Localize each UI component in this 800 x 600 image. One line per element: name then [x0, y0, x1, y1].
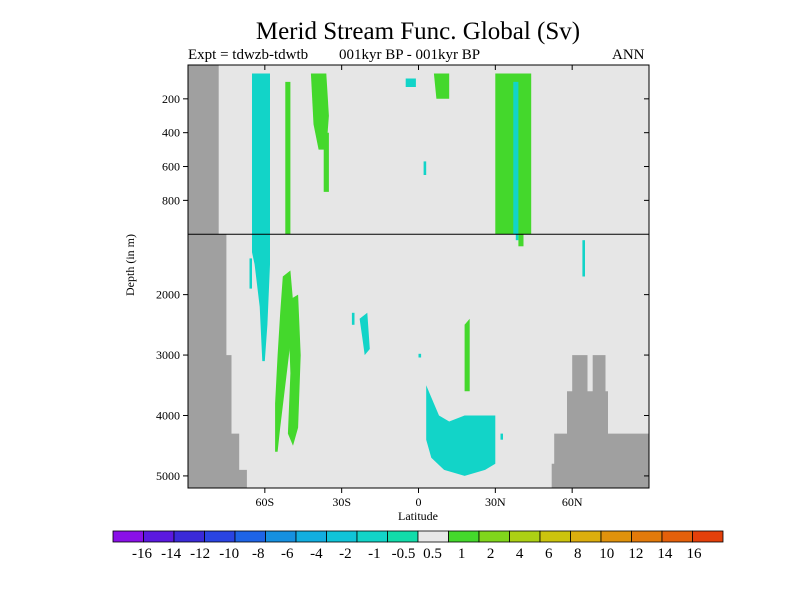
colorbar-label: 0.5 [423, 546, 442, 562]
region-arctic-spot [582, 240, 585, 277]
region-eq-mid-patch [423, 161, 427, 175]
region-so-patch-west [249, 258, 252, 289]
colorbar-label: 6 [545, 546, 553, 562]
colorbar-label: 12 [628, 546, 643, 562]
x-tick-label: 30S [332, 495, 351, 509]
colorbar-label: 8 [574, 546, 582, 562]
x-tick-label: 30N [485, 495, 506, 509]
colorbar-label: 14 [657, 546, 673, 562]
period-label: 001kyr BP - 001kyr BP [339, 47, 481, 63]
colorbar-label: -16 [132, 546, 152, 562]
chart-title: Merid Stream Func. Global (Sv) [255, 18, 581, 45]
colorbar-swatch [509, 530, 541, 543]
colorbar: -16 -14 -12 -10 -8 -6 -4 -2 -1 -0.5 0.5 1 2 4 6 8 10 12 14… [112, 530, 724, 562]
colorbar-label: 2 [487, 546, 495, 562]
colorbar-label: -2 [339, 546, 352, 562]
region-so-cell-right-edge [285, 81, 291, 235]
colorbar-swatch [631, 530, 663, 543]
colorbar-label: 16 [686, 546, 702, 562]
colorbar-label: -14 [161, 546, 181, 562]
colorbar-label: -0.5 [392, 546, 416, 562]
region-amoc-lower-tail [518, 234, 524, 247]
region-subtropical-s-tail [323, 132, 329, 192]
colorbar-swatch [112, 530, 144, 543]
colorbar-swatch [448, 530, 480, 543]
y-axis-label: Depth (in m) [123, 234, 137, 296]
colorbar-label: -12 [190, 546, 210, 562]
region-deep-positive-b [287, 294, 301, 446]
x-tick-label: 0 [416, 495, 422, 509]
colorbar-swatch [417, 530, 449, 543]
colorbar-swatch [600, 530, 632, 543]
region-surface-positive-n [433, 73, 450, 99]
colorbar-label: -4 [310, 546, 323, 562]
region-eq-deep-dot [418, 353, 422, 358]
region-mid-patch-b [351, 312, 355, 325]
y-tick-label: 200 [162, 92, 180, 106]
season-label: ANN [612, 47, 645, 63]
y-tick-label: 800 [162, 193, 180, 207]
region-mid-patch-a [359, 312, 370, 356]
colorbar-swatch [539, 530, 571, 543]
region-antarctic-land [188, 65, 247, 488]
region-amoc-core [513, 81, 519, 235]
colorbar-label: -10 [219, 546, 239, 562]
colorbar-label: 4 [516, 546, 524, 562]
colorbar-swatch [295, 530, 327, 543]
colorbar-label: 10 [599, 546, 614, 562]
y-tick-label: 4000 [156, 408, 180, 422]
plot-area [188, 65, 649, 488]
x-tick-label: 60N [562, 495, 583, 509]
y-tick-label: 2000 [156, 288, 180, 302]
region-arctic-land [551, 355, 649, 488]
colorbar-swatch [143, 530, 175, 543]
colorbar-swatch [387, 530, 419, 543]
colorbar-label: -8 [252, 546, 265, 562]
colorbar-swatch [326, 530, 358, 543]
colorbar-swatch [692, 530, 724, 543]
region-eq-surface-patch [405, 78, 416, 87]
x-axis-label: Latitude [398, 509, 438, 523]
y-tick-label: 600 [162, 160, 180, 174]
colorbar-swatch [570, 530, 602, 543]
colorbar-swatch [478, 530, 510, 543]
colorbar-swatch [356, 530, 388, 543]
colorbar-label: 1 [458, 546, 466, 562]
colorbar-swatch [173, 530, 205, 543]
region-amoc-upper [495, 73, 532, 235]
region-amoc-core-lower [515, 234, 519, 241]
colorbar-swatch [661, 530, 693, 543]
colorbar-swatch [204, 530, 236, 543]
y-tick-label: 5000 [156, 469, 180, 483]
region-abyssal-negative-spot [500, 433, 503, 440]
experiment-label: Expt = tdwzb-tdwtb [188, 47, 309, 63]
x-tick-label: 60S [255, 495, 274, 509]
colorbar-swatch [234, 530, 266, 543]
y-tick-label: 400 [162, 126, 180, 140]
colorbar-swatch [265, 530, 297, 543]
y-tick-label: 3000 [156, 348, 180, 362]
colorbar-label: -6 [281, 546, 294, 562]
region-deep-positive-thin [464, 318, 470, 392]
region-abyssal-negative [426, 385, 496, 476]
axes: 60S 30S 0 30N 60N 200 400 600 800 2000 3000 4000 500… [156, 64, 650, 509]
region-so-cell-lower [252, 234, 270, 362]
region-so-cell-upper [252, 73, 270, 235]
colorbar-label: -1 [368, 546, 381, 562]
region-subtropical-s [310, 73, 329, 150]
